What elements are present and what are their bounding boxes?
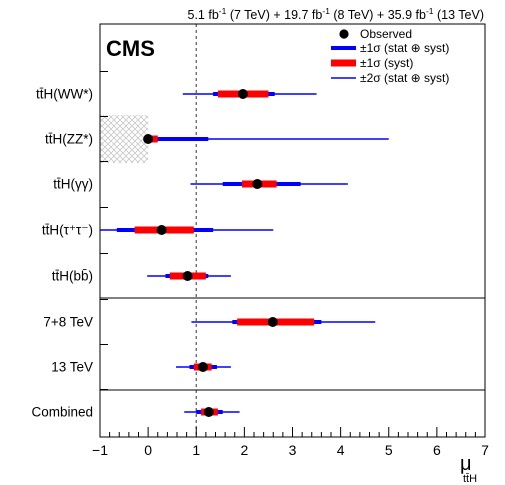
row-label: tt̄H(bb̄): [52, 269, 93, 284]
header-superscript: -1: [322, 6, 330, 16]
luminosity-header: 5.1 fb-1 (7 TeV) + 19.7 fb-1 (8 TeV) + 3…: [188, 6, 485, 22]
row-label: 13 TeV: [51, 360, 93, 375]
row-label: tt̄H(WW*): [36, 87, 93, 102]
header-superscript: -1: [426, 6, 434, 16]
observed-point: [143, 134, 154, 144]
x-tick-label: −1: [92, 442, 108, 458]
legend-stat-syst-2s-label: ±2σ (stat ⊕ syst): [360, 71, 449, 85]
x-tick-label: 3: [289, 442, 297, 458]
legend-observed-marker: [339, 29, 349, 39]
legend-syst-1s-label: ±1σ (syst): [360, 56, 413, 70]
header-text: 5.1 fb: [188, 8, 219, 22]
result-row: tt̄H(bb̄): [52, 253, 231, 284]
result-row: 13 TeV: [51, 344, 231, 375]
observed-point: [182, 271, 193, 281]
legend: Observed ±1σ (stat ⊕ syst) ±1σ (syst) ±2…: [331, 27, 449, 85]
row-label: tt̄H(γγ): [53, 177, 93, 192]
legend-stat-syst-1s-label: ±1σ (stat ⊕ syst): [360, 41, 449, 55]
x-axis-label-subscript: tt̄H: [463, 473, 477, 485]
row-label: tt̄H(τ⁺τ⁻): [42, 223, 93, 238]
excluded-region-hatch: [100, 115, 149, 163]
row-label: 7+8 TeV: [43, 315, 93, 330]
row-label: Combined: [31, 405, 93, 420]
result-row: tt̄H(τ⁺τ⁻): [42, 207, 274, 238]
x-tick-label: 6: [433, 442, 441, 458]
result-row: tt̄H(ZZ*): [45, 116, 389, 147]
x-axis-label: μ: [460, 453, 472, 475]
x-tick-label: 0: [144, 442, 152, 458]
x-tick-label: 7: [481, 442, 489, 458]
observed-point: [267, 317, 278, 327]
result-row: tt̄H(γγ): [53, 161, 348, 192]
legend-observed-label: Observed: [360, 27, 412, 41]
observed-point: [252, 179, 263, 189]
observed-point: [203, 407, 214, 417]
header-text: (8 TeV) + 35.9 fb: [330, 8, 426, 22]
header-superscript: -1: [219, 6, 227, 16]
result-row: Combined: [31, 389, 240, 420]
header-text: (7 TeV) + 19.7 fb: [226, 8, 322, 22]
row-label: tt̄H(ZZ*): [45, 132, 93, 147]
x-tick-label: 1: [192, 442, 200, 458]
header-text: (13 TeV): [434, 8, 485, 22]
result-row: 7+8 TeV: [43, 299, 376, 330]
cms-label: CMS: [106, 36, 155, 61]
x-tick-label: 2: [240, 442, 248, 458]
observed-point: [197, 362, 208, 372]
x-axis-label-main: μ: [460, 453, 472, 475]
result-row: tt̄H(WW*): [36, 71, 317, 102]
observed-point: [156, 225, 167, 235]
observed-point: [237, 89, 248, 99]
x-tick-label: 5: [385, 442, 393, 458]
x-tick-label: 4: [337, 442, 345, 458]
